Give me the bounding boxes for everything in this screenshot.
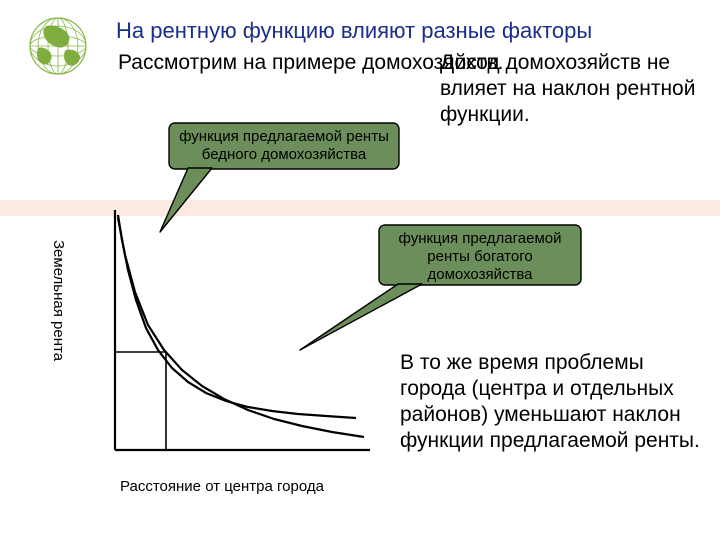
- callout-poor-line2: бедного домохозяйства: [178, 146, 390, 164]
- callout-rich-line1: функция предлагаемой: [388, 230, 572, 248]
- y-axis-label: Земельная рента: [50, 240, 67, 361]
- slide-title: На рентную функцию влияют разные факторы: [116, 18, 592, 44]
- callout-poor-household: функция предлагаемой ренты бедного домох…: [168, 122, 400, 170]
- callout-rich-line3: домохозяйства: [388, 266, 572, 284]
- body-text-bottom-right: В то же время проблемы города (центра и …: [400, 350, 700, 454]
- x-axis-label: Расстояние от центра города: [120, 478, 324, 495]
- globe-icon: [28, 16, 88, 76]
- callout-rich-household: функция предлагаемой ренты богатого домо…: [378, 224, 582, 286]
- body-text-top-right: Доход домохозяйств не влияет на наклон р…: [440, 50, 720, 128]
- callout-rich-line2: ренты богатого: [388, 248, 572, 266]
- callout-poor-line1: функция предлагаемой ренты: [178, 128, 390, 146]
